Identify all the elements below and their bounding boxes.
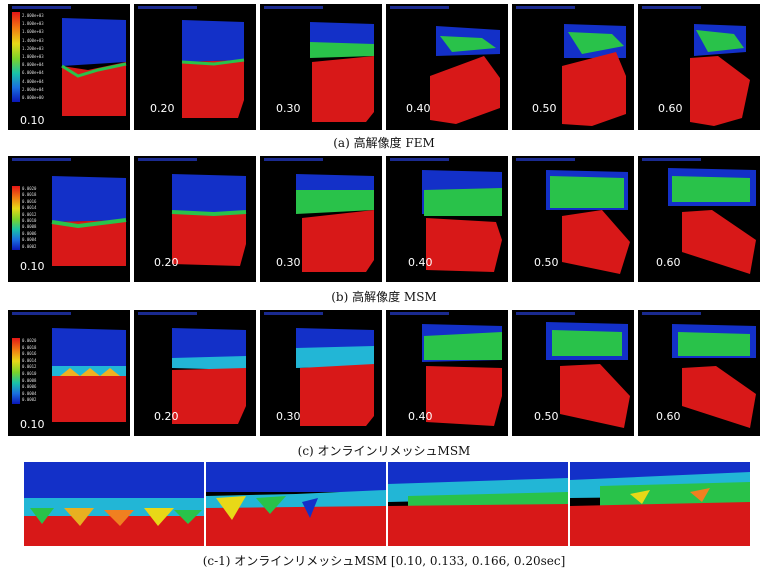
panel-c-4: 0.40 — [386, 310, 508, 436]
simulation-view — [51, 176, 127, 266]
simulation-view — [52, 328, 126, 422]
colorbar — [12, 12, 20, 102]
time-label: 0.40 — [406, 102, 431, 115]
simulation-view — [690, 24, 750, 126]
colorbar-ticks: 0.0020 0.0018 0.0016 0.0014 0.0012 0.0010 0.00… — [22, 338, 37, 403]
panel-header — [390, 312, 449, 315]
colorbar — [12, 186, 20, 250]
simulation-view — [562, 24, 626, 126]
simulation-view — [296, 328, 374, 426]
simulation-view — [171, 174, 247, 266]
time-label: 0.20 — [150, 102, 175, 115]
panel-header — [264, 6, 323, 9]
panel-header — [516, 6, 575, 9]
panel-a-6: 0.60 — [638, 4, 760, 130]
time-label: 0.60 — [656, 256, 681, 269]
simulation-view — [546, 322, 630, 428]
panel-a-5: 0.50 — [512, 4, 634, 130]
panel-header — [264, 158, 323, 161]
time-label: 0.20 — [154, 410, 179, 423]
panel-header — [390, 6, 449, 9]
panel-header — [642, 6, 701, 9]
panel-header — [264, 312, 323, 315]
panel-header — [516, 158, 575, 161]
time-label: 0.30 — [276, 256, 301, 269]
panel-c-1: 0.0020 0.0018 0.0016 0.0014 0.0012 0.0010 0.00… — [8, 310, 130, 436]
time-label: 0.50 — [534, 256, 559, 269]
simulation-view — [181, 20, 245, 118]
panel-header — [138, 158, 197, 161]
simulation-view — [422, 324, 502, 426]
panel-header — [390, 158, 449, 161]
zoom-panel-1 — [24, 462, 204, 546]
zoom-view — [206, 462, 386, 546]
time-label: 0.30 — [276, 102, 301, 115]
panel-b-3: 0.30 — [260, 156, 382, 282]
time-label: 0.40 — [408, 256, 433, 269]
simulation-view — [672, 324, 756, 428]
simulation-view — [61, 18, 127, 116]
caption-c: (c) オンラインリメッシュMSM — [297, 444, 471, 458]
time-label: 0.60 — [656, 410, 681, 423]
panel-c-3: 0.30 — [260, 310, 382, 436]
time-label: 0.40 — [408, 410, 433, 423]
colorbar-ticks: 0.0020 0.0018 0.0016 0.0014 0.0012 0.0010 0.00… — [22, 186, 37, 249]
simulation-view — [546, 170, 630, 274]
panel-header — [642, 158, 701, 161]
panel-header — [138, 6, 197, 9]
panel-b-4: 0.40 — [386, 156, 508, 282]
panel-header — [12, 6, 71, 9]
zoom-view — [388, 462, 568, 546]
caption-c1: (c-1) オンラインリメッシュMSM [0.10, 0.133, 0.166,… — [202, 554, 566, 568]
panel-c-2: 0.20 — [134, 310, 256, 436]
panel-b-5: 0.50 — [512, 156, 634, 282]
panel-b-6: 0.60 — [638, 156, 760, 282]
simulation-view — [430, 26, 500, 124]
time-label: 0.30 — [276, 410, 301, 423]
panel-c-6: 0.60 — [638, 310, 760, 436]
panel-header — [12, 158, 71, 161]
simulation-view — [668, 168, 756, 274]
time-label: 0.10 — [20, 260, 45, 273]
panel-b-1: 0.0020 0.0018 0.0016 0.0014 0.0012 0.0010 0.00… — [8, 156, 130, 282]
caption-a: (a) 高解像度 FEM — [333, 136, 435, 150]
zoom-view — [570, 462, 750, 546]
time-label: 0.50 — [534, 410, 559, 423]
zoom-panel-2 — [206, 462, 386, 546]
caption-b: (b) 高解像度 MSM — [331, 290, 437, 304]
panel-a-4: 0.40 — [386, 4, 508, 130]
panel-a-3: 0.30 — [260, 4, 382, 130]
colorbar — [12, 338, 20, 404]
simulation-view — [422, 170, 502, 272]
zoom-view — [24, 462, 204, 546]
time-label: 0.10 — [20, 418, 45, 431]
panel-a-2: 0.20 — [134, 4, 256, 130]
panel-a-1: 2.000e+03 1.800e+03 1.600e+03 1.400e+03 1.20… — [8, 4, 130, 130]
zoom-panel-3 — [388, 462, 568, 546]
colorbar-ticks: 2.000e+03 1.800e+03 1.600e+03 1.400e+03 1.20… — [22, 13, 44, 101]
time-label: 0.60 — [658, 102, 683, 115]
panel-c-5: 0.50 — [512, 310, 634, 436]
simulation-view — [310, 22, 374, 122]
time-label: 0.20 — [154, 256, 179, 269]
panel-header — [642, 312, 701, 315]
simulation-view — [296, 174, 374, 272]
panel-header — [12, 312, 71, 315]
time-label: 0.50 — [532, 102, 557, 115]
panel-header — [138, 312, 197, 315]
time-label: 0.10 — [20, 114, 45, 127]
simulation-view — [172, 328, 246, 424]
panel-b-2: 0.20 — [134, 156, 256, 282]
panel-header — [516, 312, 575, 315]
zoom-panel-4 — [570, 462, 750, 546]
